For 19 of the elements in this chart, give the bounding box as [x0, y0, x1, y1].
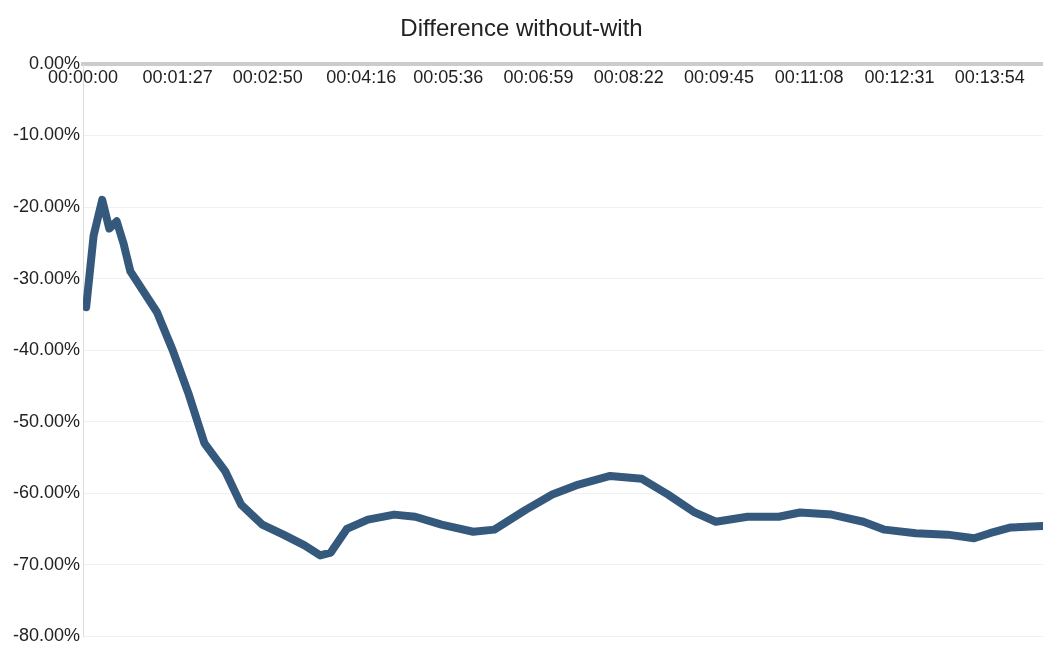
x-tick-label: 00:05:36 [413, 66, 484, 87]
y-tick-label: -20.00% [13, 196, 81, 217]
x-tick-label: 00:11:08 [774, 66, 844, 87]
y-tick-label: -80.00% [13, 625, 81, 646]
x-tick-label: 00:02:50 [232, 66, 303, 87]
y-tick-label: -60.00% [13, 482, 81, 503]
x-tick-label: 00:12:31 [864, 66, 935, 87]
y-tick-label: -10.00% [13, 124, 81, 145]
y-tick-label: -30.00% [13, 267, 81, 288]
x-tick-label: 00:09:45 [683, 66, 755, 87]
x-tick-label: 00:13:54 [954, 66, 1025, 87]
y-tick-label: -50.00% [13, 410, 81, 431]
chart-title: Difference without-with [399, 13, 644, 43]
x-tick-label: 00:04:16 [326, 66, 397, 87]
x-tick-label: 00:06:59 [503, 66, 574, 87]
x-tick-label: 00:01:27 [142, 66, 213, 87]
y-tick-label: -40.00% [13, 339, 81, 360]
y-tick-label: -70.00% [13, 553, 81, 574]
x-tick-label: 00:08:22 [593, 66, 664, 87]
